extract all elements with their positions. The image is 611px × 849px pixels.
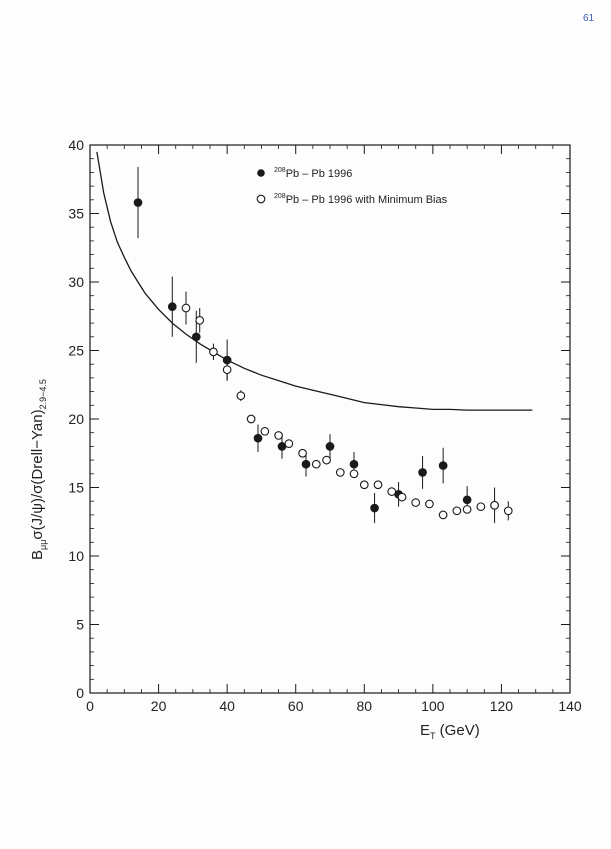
- data-point-open: [373, 480, 383, 490]
- data-point-open: [246, 414, 256, 424]
- x-axis-title: ET (GeV): [420, 722, 480, 741]
- plot-frame: [89, 144, 571, 694]
- data-point-open: [397, 492, 407, 502]
- y-tick-label: 20: [68, 411, 84, 427]
- data-point-open: [503, 506, 513, 516]
- data-point-filled: [167, 302, 177, 312]
- data-point-open: [209, 347, 218, 357]
- data-point-filled: [253, 433, 263, 443]
- page-number-mark: 61: [583, 13, 595, 24]
- data-point-filled: [325, 442, 335, 451]
- x-tick-label: 60: [288, 698, 304, 714]
- legend: 208Pb – Pb 1996 208Pb – Pb 1996 with Min…: [256, 167, 448, 206]
- legend-marker-filled: [257, 169, 265, 177]
- x-tick-label: 100: [421, 698, 445, 714]
- data-point-open: [490, 500, 499, 510]
- x-tick-label: 120: [490, 698, 514, 714]
- data-point-open: [387, 487, 397, 496]
- data-point-open: [411, 498, 421, 507]
- data-point-filled: [438, 461, 448, 470]
- data-point-open: [438, 510, 448, 520]
- data-point-open: [349, 469, 359, 479]
- data-point-open: [222, 365, 232, 375]
- data-point-open: [236, 391, 246, 401]
- y-tick-label: 35: [68, 206, 84, 222]
- data-point-open: [359, 480, 369, 490]
- x-tick-label: 80: [356, 698, 372, 714]
- data-point-filled: [370, 503, 379, 513]
- data-point-open: [181, 303, 191, 313]
- x-tick-label: 40: [219, 698, 235, 714]
- y-tick-label: 15: [68, 480, 84, 496]
- data-point-filled: [462, 495, 472, 505]
- y-tick-label: 5: [76, 617, 84, 633]
- x-axis-ticks: 0 20 40 60 80 100 120 140: [86, 145, 582, 714]
- legend-entry-2: 208Pb – Pb 1996 with Minimum Bias: [274, 193, 448, 206]
- data-point-open: [462, 505, 472, 514]
- data-point-open: [298, 448, 307, 458]
- y-tick-label: 25: [68, 343, 84, 359]
- data-point-filled: [301, 459, 311, 469]
- x-tick-label: 20: [151, 698, 167, 714]
- legend-entry-1: 208Pb – Pb 1996: [274, 167, 352, 180]
- data-point-open: [274, 431, 283, 440]
- data-points: [133, 166, 513, 524]
- data-point-open: [195, 316, 205, 325]
- y-tick-label: 0: [76, 685, 84, 701]
- data-point-filled: [191, 332, 201, 342]
- data-point-open: [311, 459, 321, 469]
- y-tick-label: 40: [68, 137, 84, 153]
- y-tick-label: 30: [68, 274, 84, 290]
- y-axis-ticks: 0 5 10 15 20 25 30 35 40: [68, 137, 570, 701]
- data-point-open: [476, 502, 486, 512]
- legend-marker-open: [256, 194, 266, 204]
- y-axis-title: Bμμσ(J/ψ)/σ(Drell−Yan)2.9−4.5: [29, 379, 48, 560]
- x-tick-label: 0: [86, 698, 94, 714]
- data-point-open: [284, 439, 294, 449]
- x-tick-label: 140: [558, 698, 582, 714]
- data-point-filled: [133, 198, 143, 207]
- data-point-filled: [418, 468, 427, 477]
- y-tick-label: 10: [68, 548, 84, 564]
- theory-curve: [96, 151, 533, 411]
- data-point-open: [335, 468, 345, 477]
- data-point-open: [452, 506, 462, 516]
- data-point-open: [322, 455, 331, 465]
- data-point-open: [425, 499, 434, 509]
- data-point-open: [260, 426, 270, 436]
- data-point-filled: [349, 459, 359, 469]
